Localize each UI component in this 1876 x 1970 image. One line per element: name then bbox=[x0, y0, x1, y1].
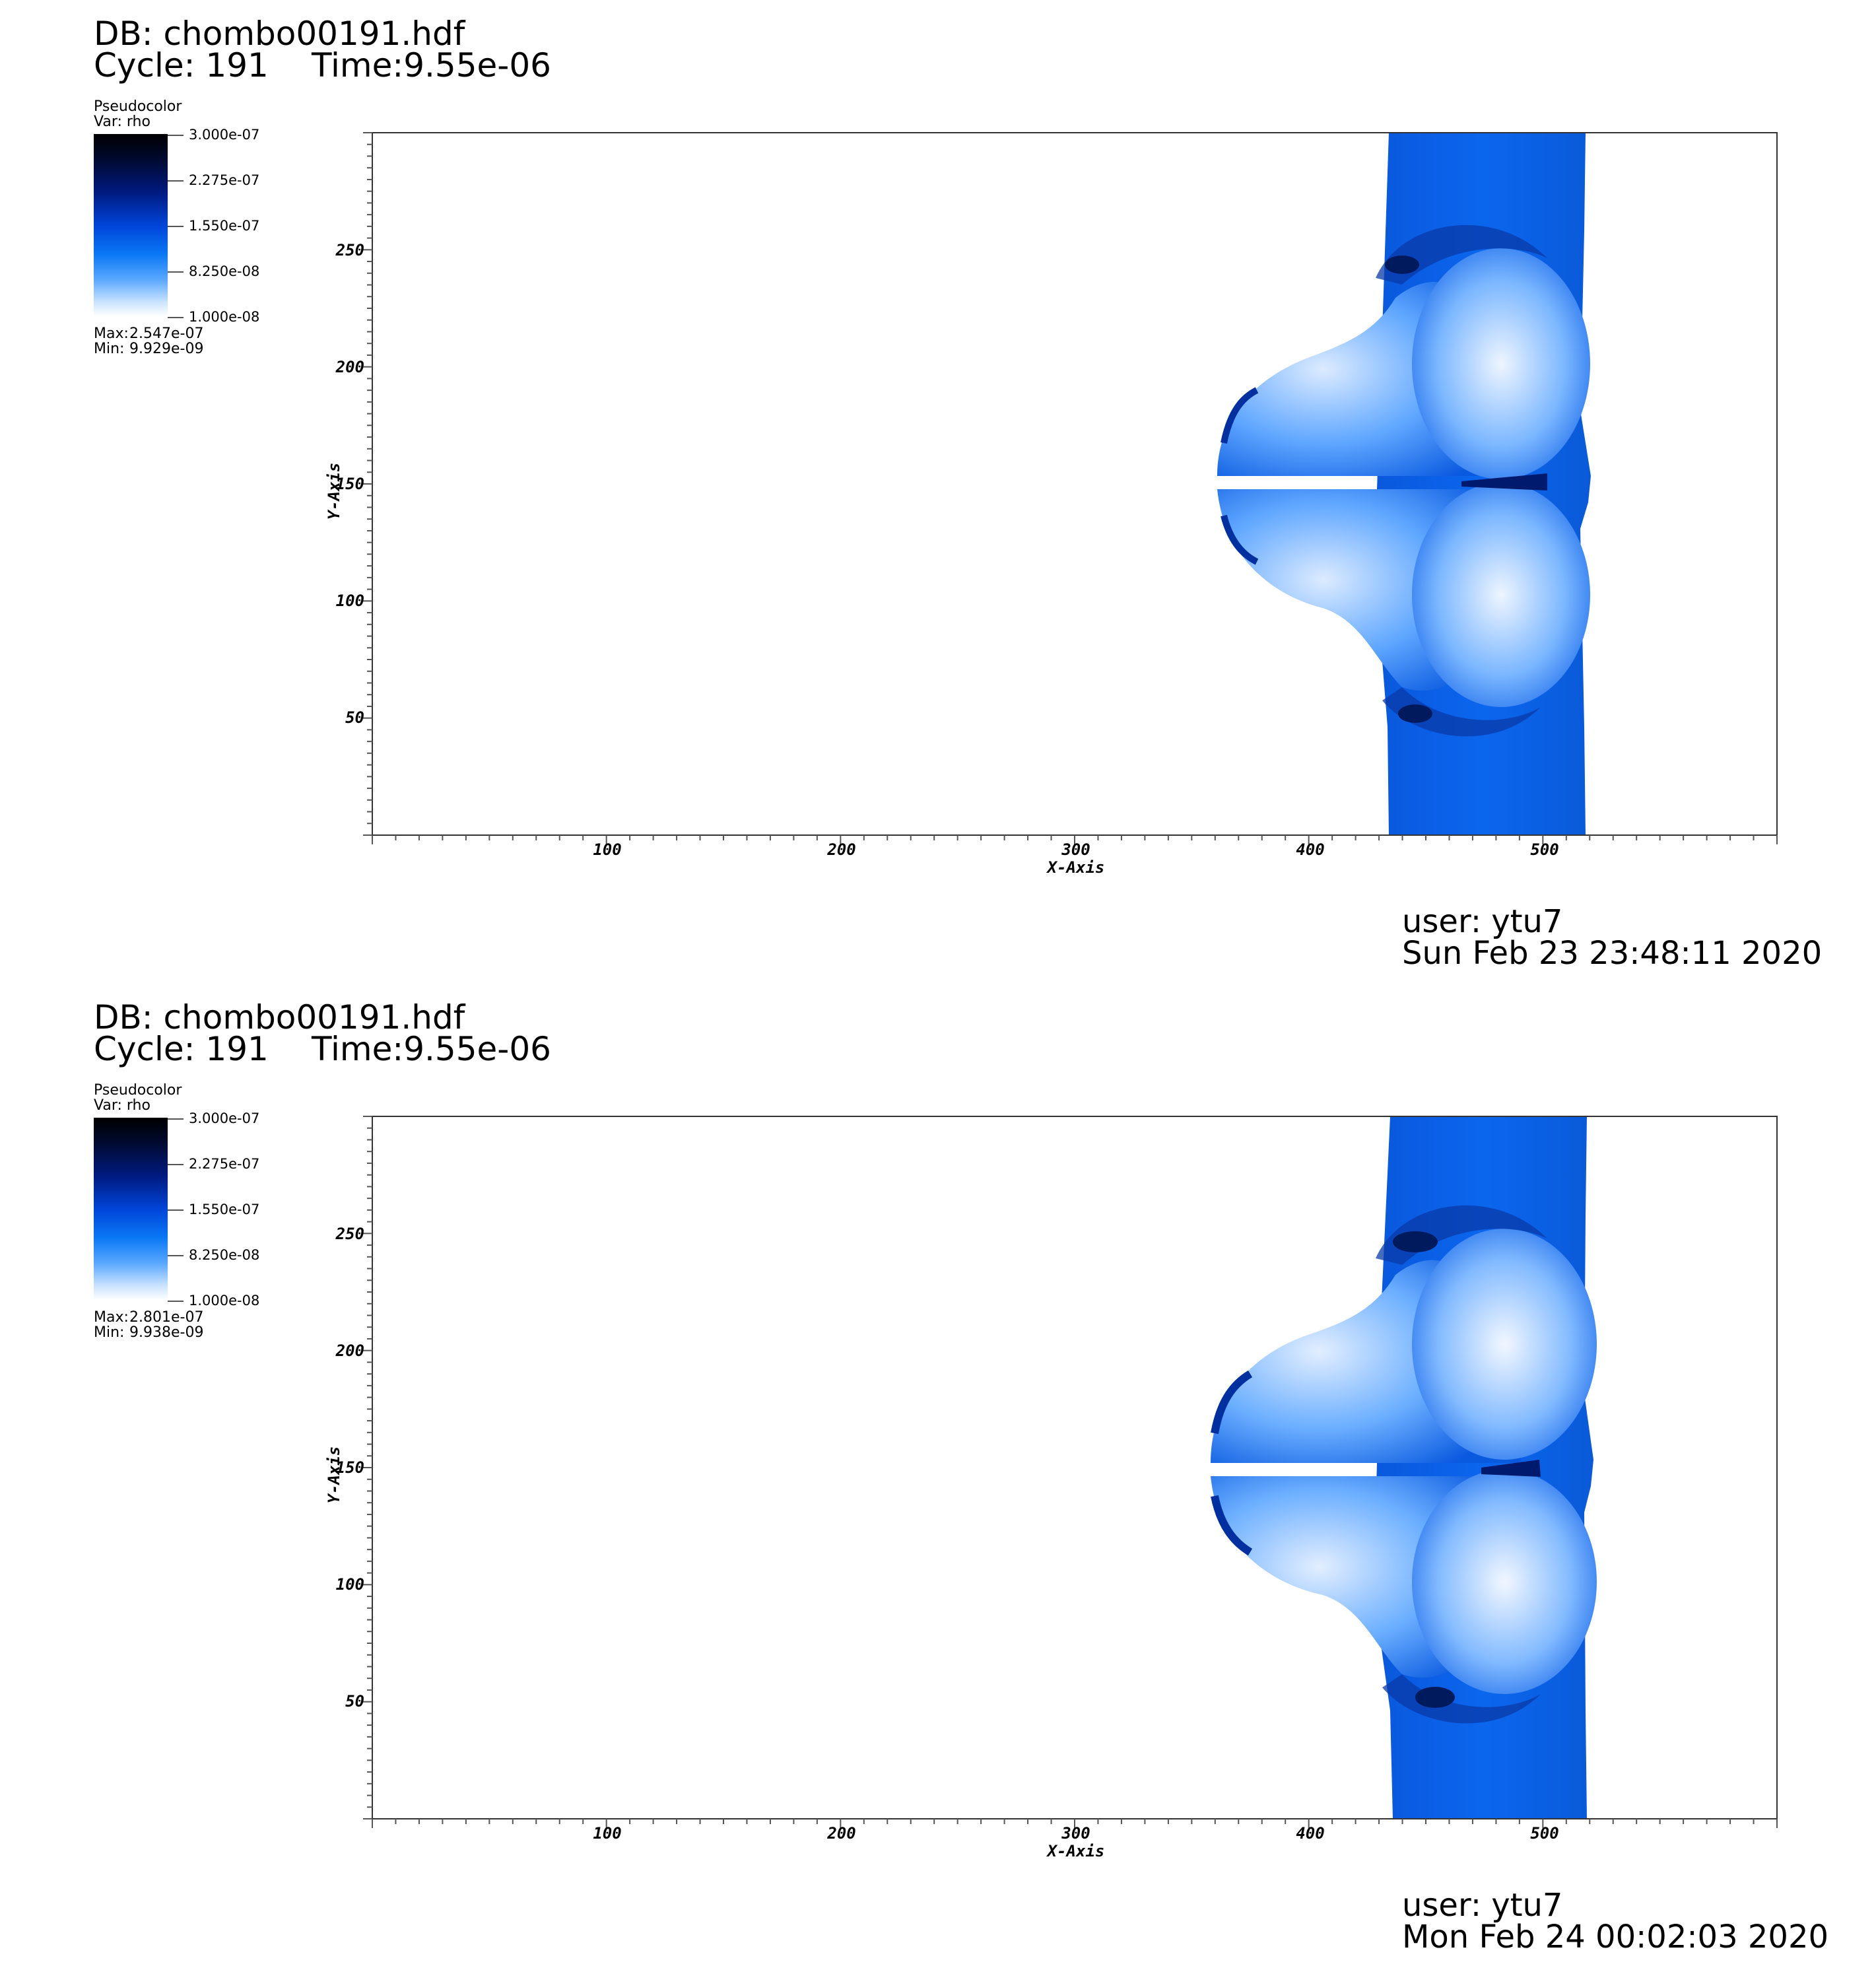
upper-right-bubble bbox=[1412, 1229, 1597, 1460]
x-tick-label: 400 bbox=[1296, 1824, 1325, 1843]
legend-min: Min: 9.938e-09 bbox=[94, 1324, 203, 1341]
colorbar-tick bbox=[168, 1301, 184, 1302]
axis-ticks bbox=[363, 132, 1778, 844]
legend-min-value: 9.929e-09 bbox=[129, 341, 204, 357]
x-tick-label: 500 bbox=[1530, 1824, 1559, 1843]
x-tick-label: 400 bbox=[1296, 840, 1325, 859]
colorbar-tick-label: 3.000e-07 bbox=[189, 1110, 260, 1126]
time-value: Time:9.55e-06 bbox=[312, 46, 551, 85]
y-tick-label: 50 bbox=[345, 1692, 364, 1711]
legend-max-label: Max: bbox=[94, 1309, 129, 1326]
x-tick-label: 300 bbox=[1061, 1824, 1090, 1843]
dark-vortex bbox=[1398, 704, 1432, 723]
y-tick-label: 150 bbox=[335, 475, 364, 493]
cycle-value: Cycle: 191 bbox=[94, 46, 269, 85]
x-tick-label: 500 bbox=[1530, 840, 1559, 859]
visit-panel-2: DB: chombo00191.hdf Cycle: 191 Time:9.55… bbox=[0, 984, 1876, 1969]
colorbar-tick-label: 8.250e-08 bbox=[189, 1247, 260, 1263]
cycle-label: Cycle: 191 Time:9.55e-06 bbox=[94, 1030, 551, 1068]
lower-right-bubble bbox=[1412, 1470, 1597, 1694]
lower-dark-cap bbox=[1382, 687, 1541, 737]
density-field-plot bbox=[363, 1116, 1778, 1828]
legend-variable: Var: rho bbox=[94, 1097, 151, 1114]
colorbar-tick bbox=[168, 1164, 184, 1165]
legend-title: Pseudocolor bbox=[94, 1082, 182, 1099]
x-tick-label: 100 bbox=[593, 840, 622, 859]
colorbar-tick-label: 2.275e-07 bbox=[189, 172, 260, 188]
legend-variable: Var: rho bbox=[94, 114, 151, 130]
x-tick-label: 200 bbox=[827, 840, 856, 859]
central-jet bbox=[1481, 1460, 1541, 1477]
legend-min-label: Min: bbox=[94, 341, 125, 357]
rim bbox=[1221, 514, 1259, 565]
legend-max-value: 2.801e-07 bbox=[129, 1309, 204, 1326]
cycle-value: Cycle: 191 bbox=[94, 1030, 269, 1068]
y-tick-label: 100 bbox=[335, 592, 364, 610]
legend-max: Max: 2.547e-07 bbox=[94, 325, 203, 342]
y-axis-title: Y-Axis bbox=[325, 1446, 343, 1504]
colorbar-tick-label: 1.000e-08 bbox=[189, 309, 260, 325]
x-tick-label: 200 bbox=[827, 1824, 856, 1843]
colorbar-tick-label: 8.250e-08 bbox=[189, 263, 260, 279]
axis-ticks bbox=[363, 1116, 1778, 1828]
dark-vortex bbox=[1393, 1231, 1438, 1252]
y-tick-label: 50 bbox=[345, 708, 364, 727]
rim bbox=[1221, 387, 1259, 444]
cycle-label: Cycle: 191 Time:9.55e-06 bbox=[94, 46, 551, 85]
time-value: Time:9.55e-06 bbox=[312, 1030, 551, 1068]
central-jet bbox=[1461, 473, 1547, 491]
colorbar-tick bbox=[168, 317, 184, 318]
colorbar bbox=[94, 1118, 168, 1300]
x-tick-label: 100 bbox=[593, 1824, 622, 1843]
plot-area bbox=[363, 132, 1778, 844]
colorbar-tick bbox=[168, 135, 184, 136]
legend-max-value: 2.547e-07 bbox=[129, 325, 204, 342]
dark-vortex bbox=[1415, 1687, 1455, 1708]
rim bbox=[1211, 1495, 1253, 1556]
y-tick-label: 200 bbox=[335, 1342, 364, 1360]
plot-area bbox=[363, 1116, 1778, 1828]
y-tick-label: 250 bbox=[335, 241, 364, 259]
user-label: user: ytu7 bbox=[1402, 903, 1563, 940]
x-tick-label: 300 bbox=[1061, 840, 1090, 859]
visit-panel-1: DB: chombo00191.hdf Cycle: 191 Time:9.55… bbox=[94, 15, 1823, 972]
dark-vortex bbox=[1385, 255, 1419, 274]
colorbar-tick bbox=[168, 226, 184, 227]
y-tick-label: 150 bbox=[335, 1458, 364, 1477]
legend-max-label: Max: bbox=[94, 325, 129, 342]
rim bbox=[1211, 1370, 1253, 1435]
colorbar-tick bbox=[168, 1209, 184, 1211]
database-label: DB: chombo00191.hdf bbox=[94, 998, 465, 1036]
y-tick-label: 100 bbox=[335, 1575, 364, 1594]
legend-title: Pseudocolor bbox=[94, 98, 182, 115]
y-axis-title: Y-Axis bbox=[325, 462, 343, 520]
colorbar-tick bbox=[168, 1118, 184, 1120]
upper-right-bubble bbox=[1412, 248, 1590, 479]
lower-right-bubble bbox=[1412, 483, 1590, 707]
colorbar-tick-label: 1.000e-08 bbox=[189, 1293, 260, 1308]
date-label: Mon Feb 24 00:02:03 2020 bbox=[1402, 1919, 1829, 1955]
colorbar-tick bbox=[168, 271, 184, 273]
colorbar-tick bbox=[168, 1255, 184, 1256]
colorbar bbox=[94, 134, 168, 316]
colorbar-tick bbox=[168, 180, 184, 182]
legend-max: Max: 2.801e-07 bbox=[94, 1309, 203, 1326]
y-tick-label: 200 bbox=[335, 358, 364, 376]
colorbar-tick-label: 1.550e-07 bbox=[189, 1202, 260, 1217]
colorbar-tick-label: 2.275e-07 bbox=[189, 1156, 260, 1172]
density-field-plot bbox=[363, 132, 1778, 844]
database-label: DB: chombo00191.hdf bbox=[94, 15, 465, 53]
colorbar-tick-label: 1.550e-07 bbox=[189, 218, 260, 234]
colorbar-tick-label: 3.000e-07 bbox=[189, 127, 260, 143]
x-axis-title: X-Axis bbox=[1047, 1842, 1105, 1860]
y-tick-label: 250 bbox=[335, 1225, 364, 1243]
legend-min: Min: 9.929e-09 bbox=[94, 341, 203, 357]
lower-dark-cap bbox=[1382, 1674, 1541, 1724]
legend-min-value: 9.938e-09 bbox=[129, 1324, 204, 1341]
x-axis-title: X-Axis bbox=[1047, 858, 1105, 877]
date-label: Sun Feb 23 23:48:11 2020 bbox=[1402, 935, 1823, 972]
upper-dark-cap bbox=[1376, 224, 1547, 285]
user-label: user: ytu7 bbox=[1402, 1887, 1563, 1924]
legend-min-label: Min: bbox=[94, 1324, 125, 1341]
